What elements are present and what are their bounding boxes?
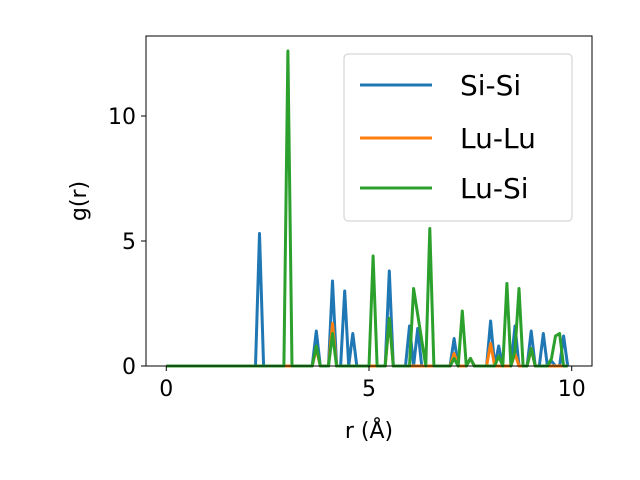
- series-line-si-si: [166, 232, 570, 368]
- legend-box: [343, 53, 573, 222]
- y-tick-label: 10: [108, 105, 136, 130]
- legend-label-lu-si: Lu-Si: [460, 172, 529, 205]
- x-tick-label: 0: [159, 377, 173, 402]
- legend-label-si-si: Si-Si: [460, 69, 521, 102]
- series-line-lu-si: [166, 49, 568, 368]
- legend: Si-Si Lu-Lu Lu-Si: [343, 53, 573, 222]
- x-tick-label: 10: [558, 377, 586, 402]
- axis-ticks: 0 5 10 0 5 10: [108, 105, 586, 402]
- y-tick-label: 5: [122, 230, 136, 255]
- x-axis-label: r (Å): [345, 417, 393, 444]
- legend-label-lu-lu: Lu-Lu: [460, 122, 536, 155]
- y-axis-label: g(r): [67, 181, 92, 221]
- x-tick-label: 5: [362, 377, 376, 402]
- y-tick-label: 0: [122, 355, 136, 380]
